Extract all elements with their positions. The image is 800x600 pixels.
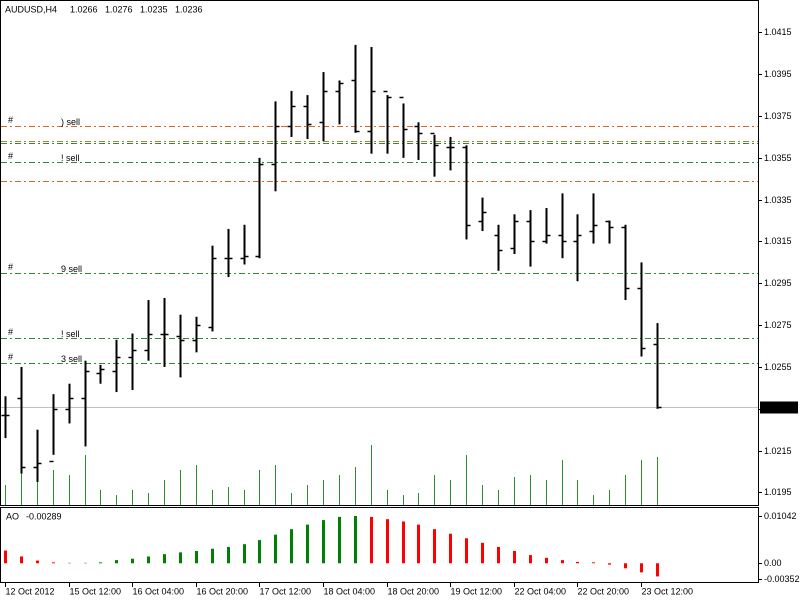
ao-value: -0.00289 <box>26 511 62 521</box>
y-tick-label: 1.0215 <box>764 446 792 456</box>
y-tick-label: 1.0255 <box>764 362 792 372</box>
order-label: ! sell <box>61 329 80 339</box>
y-tick-label: 1.0415 <box>764 27 792 37</box>
order-label: 3 sell <box>61 354 82 364</box>
x-tick-label: 12 Oct 2012 <box>6 586 55 596</box>
x-tick-label: 18 Oct 20:00 <box>388 586 440 596</box>
order-label: ! sell <box>61 153 80 163</box>
chart-title: AUDUSD,H4 <box>5 4 57 14</box>
y-tick-label: 1.0295 <box>764 278 792 288</box>
order-mark: # <box>8 352 13 362</box>
order-mark: # <box>8 327 13 337</box>
y-tick-label: 1.0275 <box>764 320 792 330</box>
ao-title: AO <box>6 511 19 521</box>
ao-tick-label: 0.01042 <box>764 511 797 521</box>
x-tick-label: 18 Oct 04:00 <box>324 586 376 596</box>
y-tick-label: 1.0375 <box>764 111 792 121</box>
order-label: ) sell <box>61 117 80 127</box>
price-box <box>760 401 798 414</box>
header-close: 1.0236 <box>175 4 203 14</box>
price-box-label: 1.0236 <box>763 402 791 412</box>
x-tick-label: 22 Oct 20:00 <box>578 586 630 596</box>
y-tick-label: 1.0335 <box>764 195 792 205</box>
ao-tick-label: -0.00352 <box>764 574 800 584</box>
y-tick-label: 1.0315 <box>764 236 792 246</box>
order-label: 9 sell <box>61 264 82 274</box>
order-mark: # <box>8 151 13 161</box>
header-low: 1.0235 <box>140 4 168 14</box>
y-tick-label: 1.0195 <box>764 487 792 497</box>
x-tick-label: 17 Oct 12:00 <box>260 586 312 596</box>
order-mark: # <box>8 115 13 125</box>
x-tick-label: 19 Oct 12:00 <box>451 586 503 596</box>
x-tick-label: 23 Oct 12:00 <box>642 586 694 596</box>
y-tick-label: 1.0355 <box>764 153 792 163</box>
header-open: 1.0266 <box>70 4 98 14</box>
ao-tick-label: 0.00 <box>764 558 782 568</box>
y-tick-label: 1.0395 <box>764 69 792 79</box>
x-tick-label: 16 Oct 04:00 <box>133 586 185 596</box>
x-tick-label: 15 Oct 12:00 <box>70 586 122 596</box>
x-tick-label: 16 Oct 20:00 <box>197 586 249 596</box>
main-frame <box>0 0 759 506</box>
x-tick-label: 22 Oct 04:00 <box>515 586 567 596</box>
order-mark: # <box>8 262 13 272</box>
ao-frame <box>0 507 759 583</box>
header-high: 1.0276 <box>105 4 133 14</box>
